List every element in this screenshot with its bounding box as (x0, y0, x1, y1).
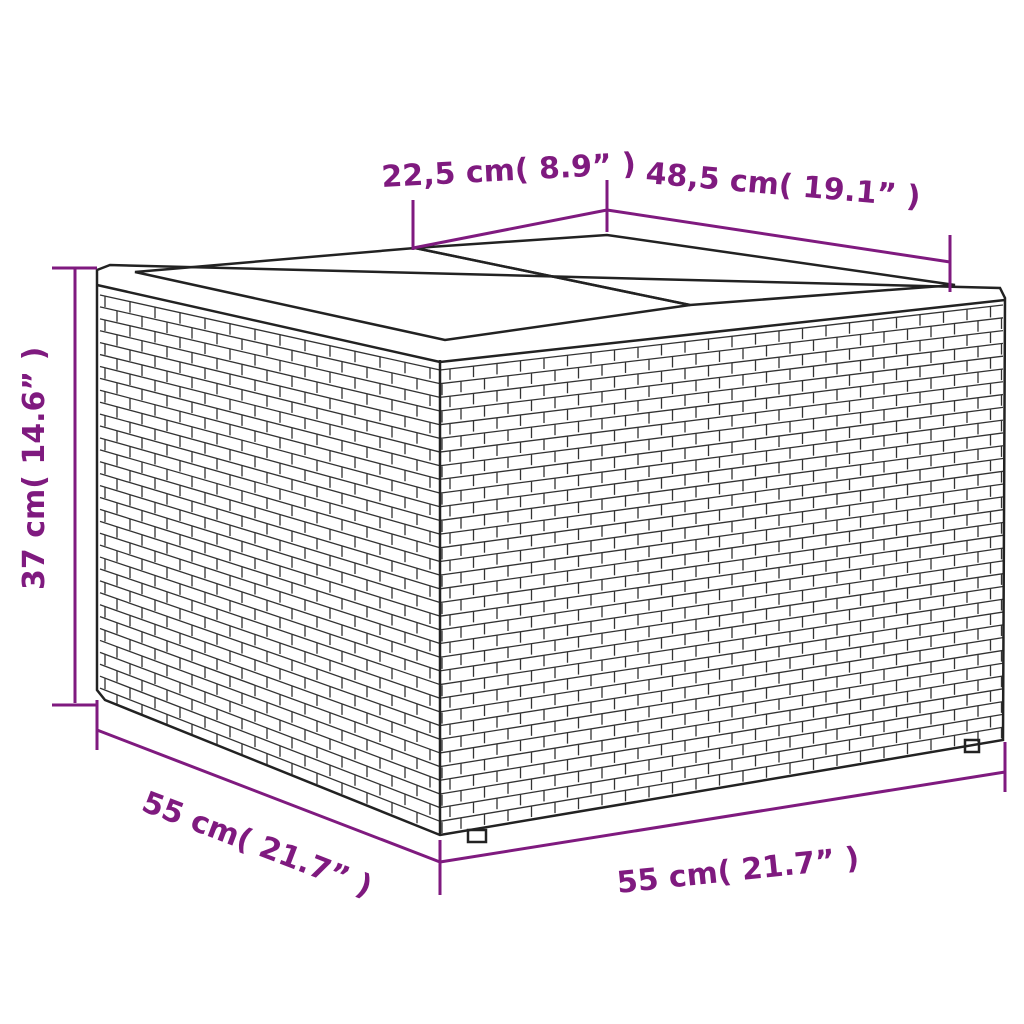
label-top-depth: 22,5 cm( 8.9” ) (381, 147, 637, 195)
label-height: 37 cm( 14.6” ) (17, 347, 52, 590)
weave-strand (439, 445, 1004, 522)
wicker-storage-box (95, 233, 1007, 844)
weave-strand (439, 573, 1004, 658)
dim-line-depth (95, 700, 442, 895)
weave-strand (99, 580, 441, 699)
weave-strand (99, 520, 441, 631)
weave-strand (439, 624, 1004, 713)
front-face-weave (439, 304, 1004, 829)
weave-strand (439, 509, 1004, 590)
weave-strand (439, 381, 1004, 453)
top-glass-panel-right (414, 233, 956, 307)
weave-strand (99, 508, 441, 617)
weave-strand (439, 560, 1004, 645)
top-rim-front-edge (96, 283, 1006, 364)
dim-line-top-width (606, 208, 952, 292)
weave-strand (439, 496, 1004, 576)
weave-strand (99, 353, 441, 440)
weave-strand (439, 585, 1004, 672)
weave-strand (99, 639, 441, 768)
weave-strand (99, 294, 441, 371)
weave-strand (439, 700, 1004, 795)
weave-strand (439, 534, 1004, 617)
top-glass-panel-left (134, 246, 691, 342)
weave-strand (99, 365, 441, 453)
weave-strand (99, 675, 441, 809)
dim-line-width (439, 742, 1007, 864)
weave-strand (99, 425, 441, 522)
weave-strand (99, 616, 441, 740)
weave-strand (99, 687, 441, 822)
left-face-weave (99, 294, 443, 834)
weave-strand (439, 393, 1004, 467)
weave-strand (99, 413, 441, 508)
box-outline (95, 263, 1007, 837)
weave-strand (99, 330, 441, 412)
weave-strand (99, 401, 441, 494)
weave-strand (439, 483, 1004, 563)
weave-strand (99, 461, 441, 563)
weave-strand (439, 713, 1004, 809)
weave-strand (99, 473, 441, 576)
label-width: 55 cm( 21.7” ) (615, 841, 861, 901)
weave-strand (99, 437, 441, 535)
weave-strand (439, 457, 1004, 535)
weave-strand (439, 637, 1004, 727)
weave-strand (439, 419, 1004, 494)
weave-strand (439, 726, 1004, 822)
weave-strand (99, 592, 441, 713)
foot-front (466, 828, 488, 844)
weave-strand (99, 306, 441, 385)
weave-strand (439, 611, 1004, 699)
weave-strand (99, 449, 441, 549)
weave-strand (439, 675, 1004, 768)
weave-strand (99, 544, 441, 658)
label-top-width: 48,5 cm( 19.1” ) (644, 156, 922, 215)
weave-strand (439, 406, 1004, 481)
label-depth: 55 cm( 21.7” ) (137, 785, 377, 905)
weave-strand (439, 547, 1004, 631)
weave-strand (439, 355, 1004, 426)
weave-strand (439, 342, 1004, 412)
weave-strand (439, 662, 1004, 754)
weave-strand (439, 329, 1004, 398)
weave-strand (439, 317, 1004, 385)
weave-strand (439, 432, 1004, 508)
weave-strand (99, 496, 441, 604)
weave-strand (99, 342, 441, 426)
dim-line-height (52, 266, 97, 707)
weave-strand (439, 470, 1004, 549)
weave-strand (99, 377, 441, 467)
weave-strand (439, 649, 1004, 740)
weave-strand (99, 627, 441, 754)
weave-strand (99, 389, 441, 481)
foot-right (963, 738, 981, 754)
dim-line-top-depth (411, 180, 609, 250)
dimension-lines (52, 180, 1007, 895)
weave-strand (439, 521, 1004, 604)
weave-strand (99, 651, 441, 781)
weave-strand (99, 604, 441, 727)
weave-strand (99, 663, 441, 795)
weave-strand (439, 368, 1004, 440)
weave-strand (99, 556, 441, 672)
weave-strand (439, 598, 1004, 686)
weave-strand (439, 304, 1004, 371)
weave-strand (439, 688, 1004, 781)
weave-strand (99, 318, 441, 398)
weave-strand (99, 532, 441, 645)
weave-strand (99, 484, 441, 590)
weave-strand (99, 568, 441, 686)
